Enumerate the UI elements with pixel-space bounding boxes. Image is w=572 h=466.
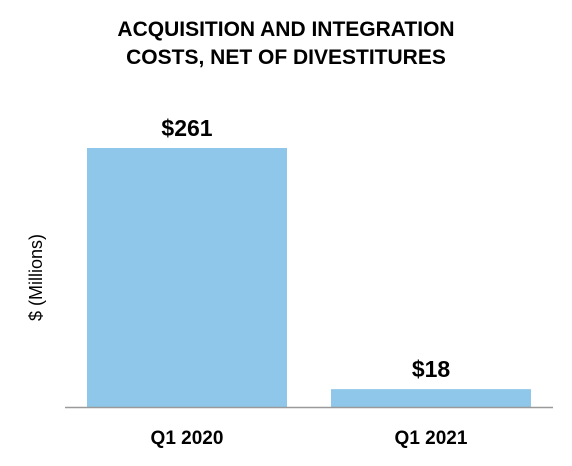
y-axis-label: $ (Millions) <box>26 234 46 321</box>
chart-title-line-2: COSTS, NET OF DIVESTITURES <box>126 46 446 69</box>
x-tick-label-0: Q1 2020 <box>151 428 224 449</box>
data-label-0: $261 <box>161 115 212 141</box>
bar-1 <box>331 389 531 407</box>
chart-title: ACQUISITION AND INTEGRATION COSTS, NET O… <box>0 16 572 72</box>
chart-title-line-1: ACQUISITION AND INTEGRATION <box>117 18 455 41</box>
x-tick-label-1: Q1 2021 <box>395 428 468 449</box>
bar-0 <box>87 148 287 407</box>
data-label-1: $18 <box>412 356 451 382</box>
